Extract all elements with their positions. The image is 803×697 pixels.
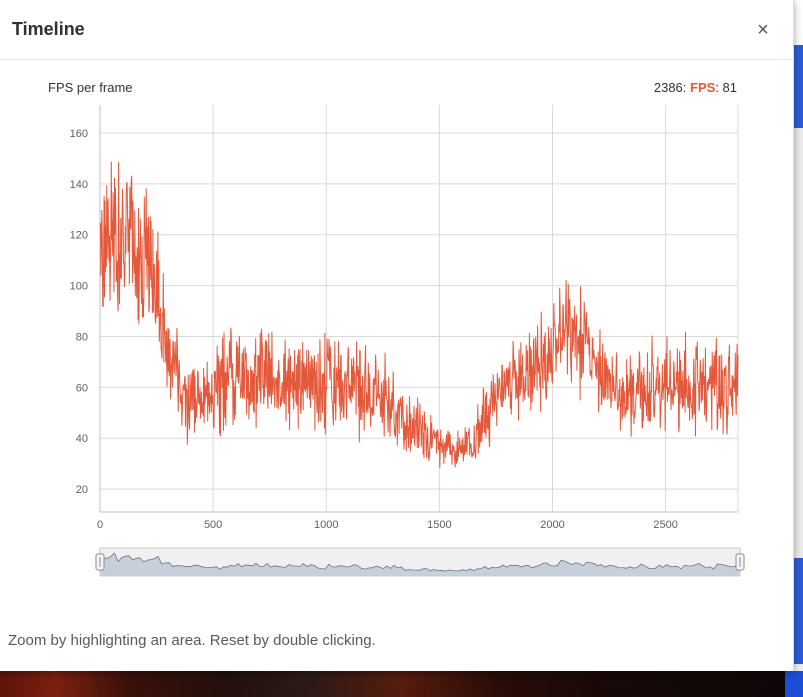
x-axis-tick-label: 1500 xyxy=(427,519,451,531)
x-axis-tick-label: 2000 xyxy=(540,519,564,531)
modal-title: Timeline xyxy=(12,19,85,39)
readout-frame: 2386: xyxy=(653,80,691,95)
y-axis-tick-label: 100 xyxy=(70,281,88,293)
background-right-gray xyxy=(794,128,803,558)
x-axis-tick-label: 500 xyxy=(204,519,222,531)
navigator-series-area xyxy=(100,553,740,576)
x-axis-tick-label: 1000 xyxy=(314,519,338,531)
background-right-blue-bottom xyxy=(794,558,803,664)
x-axis-tick-label: 2500 xyxy=(653,519,677,531)
navigator-series-line xyxy=(99,552,740,572)
navigator-handle-left[interactable] xyxy=(95,553,105,571)
fps-line-chart[interactable]: 20 40 60 80 100 120 140 160 0 500 1000 1500 2000 2500 xyxy=(0,95,794,540)
navigator-handle-right[interactable] xyxy=(735,553,745,571)
background-right-strip xyxy=(794,0,803,697)
close-icon[interactable]: × xyxy=(751,18,775,42)
modal-header: Timeline × xyxy=(0,0,793,60)
background-right-white xyxy=(794,0,803,45)
readout-series-name: FPS xyxy=(690,80,716,95)
background-game-image xyxy=(0,671,803,697)
fps-series-line xyxy=(99,161,739,469)
background-bottom-blue-box xyxy=(785,671,803,697)
y-axis-tick-label: 160 xyxy=(70,128,88,140)
y-axis-tick-label: 60 xyxy=(76,382,88,394)
readout-value: : 81 xyxy=(715,80,737,95)
chart-title: FPS per frame xyxy=(48,80,133,95)
y-axis-tick-label: 20 xyxy=(76,484,88,496)
zoom-instruction: Zoom by highlighting an area. Reset by d… xyxy=(8,632,376,649)
background-right-blue-top xyxy=(794,45,803,128)
y-axis-tick-label: 40 xyxy=(76,433,88,445)
chart-readout: 2386: FPS: 81 xyxy=(654,80,737,95)
x-axis-tick-label: 0 xyxy=(97,519,103,531)
timeline-modal: Timeline × FPS per frame 2386: FPS: 81 2… xyxy=(0,0,794,671)
y-axis-tick-label: 80 xyxy=(76,331,88,343)
chart-navigator[interactable] xyxy=(0,542,794,586)
y-axis-tick-label: 120 xyxy=(70,230,88,242)
y-axis-tick-label: 140 xyxy=(70,179,88,191)
